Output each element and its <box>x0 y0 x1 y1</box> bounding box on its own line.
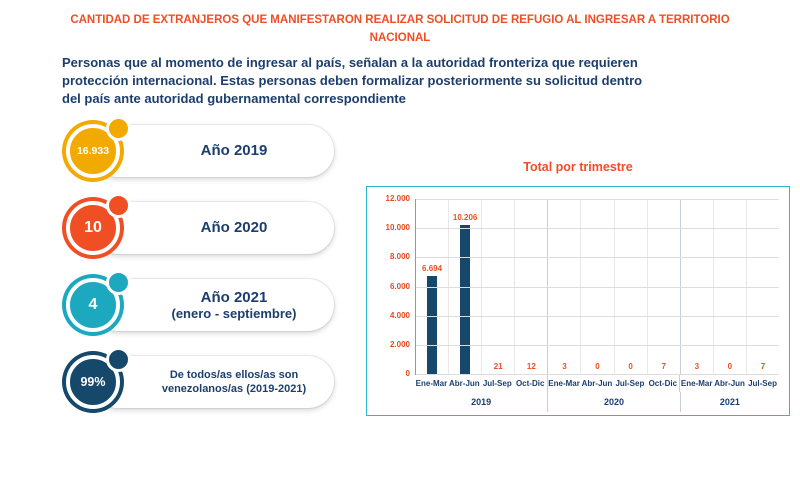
bar-value-label: 0 <box>628 362 633 371</box>
gridline: 12.000 <box>386 194 779 203</box>
stat-card: Año 2020 <box>92 202 334 254</box>
stat-item-2021: Año 2021 (enero - septiembre) 4 <box>62 270 334 344</box>
gridline: 10.000 <box>386 223 779 232</box>
stat-sublabel: (enero - septiembre) <box>171 305 297 321</box>
stat-circle-icon: 16.933 <box>62 116 131 182</box>
gridline: 4.000 <box>390 311 779 320</box>
stat-label: Año 2019 <box>200 142 268 160</box>
y-axis-tick-label: 2.000 <box>389 339 410 349</box>
year-label: 2019 <box>471 397 492 407</box>
bar-value-label: 7 <box>661 361 666 371</box>
bubble-dot-icon <box>106 347 131 372</box>
year-label: 2020 <box>547 392 679 412</box>
stat-value: 99% <box>80 375 106 389</box>
stat-card: Año 2019 <box>92 125 334 177</box>
y-axis-tick-label: 10.000 <box>385 223 410 233</box>
stat-label: De todos/as ellos/as son <box>169 368 299 381</box>
stat-label: Año 2021 <box>200 288 268 306</box>
bubble-dot-icon <box>106 116 131 141</box>
stat-item-2020: Año 2020 10 <box>62 193 334 267</box>
gridline: 8.000 <box>390 252 779 261</box>
stat-circle-icon: 99% <box>62 347 131 413</box>
bar-value-label: 3 <box>694 361 700 371</box>
stat-value: 10 <box>84 219 102 236</box>
page-title: CANTIDAD DE EXTRANJEROS QUE MANIFESTARON… <box>70 14 730 44</box>
bar-value-label: 10.206 <box>452 213 478 223</box>
stat-card: De todos/as ellos/as son venezolanos/as … <box>92 356 334 408</box>
bar-value-label: 12 <box>526 361 536 371</box>
x-axis-tick-label: Abr-Jun <box>581 379 613 388</box>
stat-sublabel: venezolanos/as (2019-2021) <box>161 383 307 395</box>
bubble-dot-icon <box>106 270 131 295</box>
stat-item-venezolanos: De todos/as ellos/as son venezolanos/as … <box>62 347 334 421</box>
x-axis-tick-label: Jul-Sep <box>482 379 512 388</box>
stat-label: Año 2020 <box>200 219 268 237</box>
x-axis-tick-label: Jul-Sep <box>748 379 777 388</box>
stat-circle-inner: 4 <box>66 278 120 332</box>
stat-circle-icon: 4 <box>62 270 131 336</box>
stat-card: Año 2021 (enero - septiembre) <box>92 279 334 331</box>
description-text: Personas que al momento de ingresar al p… <box>62 55 643 106</box>
gridline: 0 <box>406 369 779 378</box>
bubble-dot-icon <box>106 193 131 218</box>
gridline: 2.000 <box>390 340 779 349</box>
x-axis-tick-label: Abr-Jun <box>714 379 745 388</box>
bar-value-label: 7 <box>760 361 766 371</box>
y-axis-tick-label: 0 <box>405 369 410 378</box>
y-axis-tick-label: 12.000 <box>385 194 410 203</box>
x-axis-tick-label: Abr-Jun <box>449 379 480 388</box>
x-axis-tick-label: Ene-Mar <box>548 379 580 388</box>
year-group-labels: 2019 2020 2021 <box>415 392 779 412</box>
quarterly-bar-chart: Total por trimestre 6.694 10.206 21 12 3 0 0 7 3… <box>366 160 790 416</box>
stat-item-2019: Año 2019 16.933 <box>62 116 334 190</box>
bar-value-label: 21 <box>493 361 503 371</box>
stat-circle-inner: 16.933 <box>66 124 120 178</box>
stats-column: Año 2019 16.933 Año 2020 10 <box>62 116 334 428</box>
x-axis-tick-label: Ene-Mar <box>415 379 448 388</box>
bar <box>427 276 438 374</box>
x-axis-tick-label: Oct-Dic <box>646 375 681 392</box>
year-label: 2021 <box>679 392 779 412</box>
bar <box>460 225 471 374</box>
stat-value: 16.933 <box>76 145 110 157</box>
chart-column: 7 <box>747 199 779 374</box>
x-axis-tick-label: Ene-Mar <box>680 379 713 388</box>
x-axis-tick-label: Oct-Dic <box>514 375 548 392</box>
chart-title: Total por trimestre <box>523 160 633 174</box>
bar-value-label: 0 <box>595 362 600 371</box>
x-axis-labels: Ene-Mar Abr-Jun Jul-Sep Oct-Dic Ene-Mar Abr-J… <box>415 375 779 392</box>
bar-value-label: 0 <box>727 362 733 371</box>
gridline: 6.000 <box>390 282 779 291</box>
x-axis-tick-label: Jul-Sep <box>615 379 645 388</box>
bar-value-label: 3 <box>562 361 567 371</box>
stat-value: 4 <box>88 296 98 313</box>
y-axis-tick-label: 8.000 <box>389 252 410 262</box>
y-axis-tick-label: 4.000 <box>389 310 410 320</box>
stat-circle-icon: 10 <box>62 193 131 259</box>
bar-value-label: 6.694 <box>422 264 443 274</box>
y-axis-tick-label: 6.000 <box>389 281 410 291</box>
chart-plot: 6.694 10.206 21 12 3 0 0 7 3 0 7 12.000 10.000 8.000… <box>386 194 779 378</box>
chart-plot-area: 6.694 10.206 21 12 3 0 0 7 3 0 7 12.000 10.000 8.000… <box>366 186 790 416</box>
